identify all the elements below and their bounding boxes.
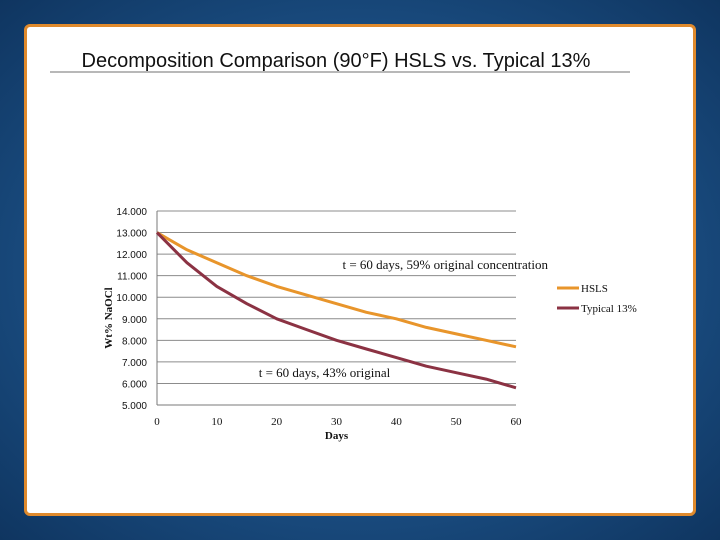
series-line <box>156 231 517 349</box>
y-tick-label: 9.000 <box>122 315 147 326</box>
title-divider <box>50 71 630 73</box>
y-tick-label: 5.000 <box>122 401 147 412</box>
x-tick-label: 0 <box>154 416 160 428</box>
y-tick-label: 14.000 <box>116 207 147 218</box>
slide-panel <box>24 24 696 516</box>
x-tick-label: 30 <box>331 416 343 428</box>
y-tick-label: 11.000 <box>117 272 147 283</box>
series-lines <box>155 231 517 390</box>
x-tick-label: 50 <box>451 416 463 428</box>
x-tick-label: 60 <box>511 416 523 428</box>
legend: HSLS Typical 13% <box>557 283 637 315</box>
x-tick-label: 20 <box>271 416 283 428</box>
y-tick-label: 13.000 <box>116 229 147 240</box>
x-axis-ticks: 0 10 20 30 40 50 60 <box>154 416 522 428</box>
y-axis-label: Wt% NaOCl <box>103 287 115 348</box>
annotation-text: t = 60 days, 43% original <box>259 365 391 380</box>
y-tick-label: 8.000 <box>122 336 147 347</box>
legend-label: Typical 13% <box>581 303 637 315</box>
x-tick-label: 40 <box>391 416 403 428</box>
annotation-text: t = 60 days, 59% original concentration <box>342 257 548 272</box>
y-tick-label: 12.000 <box>116 250 147 261</box>
y-tick-label: 6.000 <box>122 379 147 390</box>
y-tick-label: 7.000 <box>122 358 147 369</box>
series-line <box>155 231 517 390</box>
x-axis-label: Days <box>325 430 349 442</box>
legend-label: HSLS <box>581 283 608 295</box>
annotations: t = 60 days, 59% original concentration t… <box>259 257 549 380</box>
chart-title: Decomposition Comparison (90°F) HSLS vs.… <box>81 50 591 72</box>
x-tick-label: 10 <box>211 416 223 428</box>
y-axis-ticks: 5.000 6.000 7.000 8.000 9.000 10.000 11.000 12.… <box>116 207 147 412</box>
y-tick-label: 10.000 <box>116 293 147 304</box>
